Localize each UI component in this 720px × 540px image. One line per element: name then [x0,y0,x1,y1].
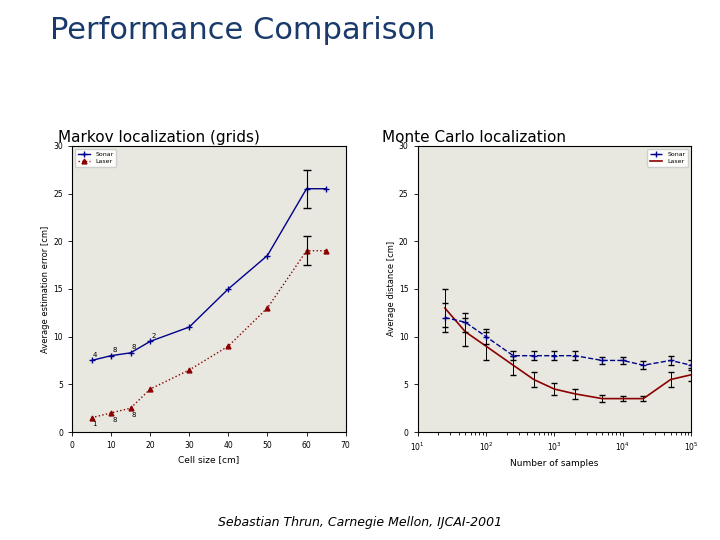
Text: Sebastian Thrun, Carnegie Mellon, IJCAI-2001: Sebastian Thrun, Carnegie Mellon, IJCAI-… [218,516,502,529]
Y-axis label: Average distance [cm]: Average distance [cm] [387,241,396,336]
Y-axis label: Average estimation error [cm]: Average estimation error [cm] [42,225,50,353]
Text: Markov localization (grids): Markov localization (grids) [58,130,259,145]
X-axis label: Cell size [cm]: Cell size [cm] [178,456,240,464]
Text: 8: 8 [132,344,136,350]
Text: Monte Carlo localization: Monte Carlo localization [382,130,566,145]
Text: 2: 2 [151,333,156,339]
Text: 8: 8 [132,411,136,418]
X-axis label: Number of samples: Number of samples [510,459,598,468]
Text: 1: 1 [93,421,97,427]
Text: 8: 8 [112,416,117,422]
Text: 8: 8 [112,347,117,353]
Legend: Sonar, Laser: Sonar, Laser [647,149,688,166]
Text: 4: 4 [93,352,97,357]
Text: Performance Comparison: Performance Comparison [50,16,436,45]
Legend: Sonar, Laser: Sonar, Laser [75,149,116,166]
